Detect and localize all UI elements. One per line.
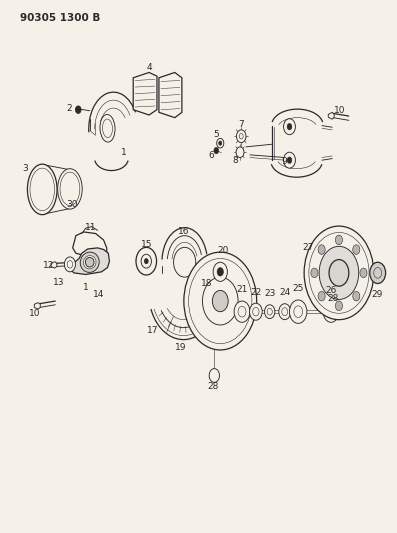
Ellipse shape	[85, 257, 94, 267]
Circle shape	[250, 303, 262, 320]
Text: 24: 24	[279, 288, 290, 297]
Circle shape	[212, 290, 228, 312]
Polygon shape	[70, 248, 110, 274]
Text: 10: 10	[29, 309, 40, 318]
Circle shape	[335, 235, 343, 245]
Polygon shape	[328, 112, 334, 119]
Circle shape	[264, 305, 275, 319]
Text: 11: 11	[85, 223, 96, 232]
Circle shape	[237, 130, 246, 143]
Text: 28: 28	[327, 294, 339, 303]
Circle shape	[360, 268, 367, 278]
Text: 19: 19	[175, 343, 187, 352]
Text: 27: 27	[303, 244, 314, 253]
Circle shape	[214, 148, 219, 154]
Text: 17: 17	[147, 326, 159, 335]
Circle shape	[217, 268, 224, 276]
Text: 4: 4	[146, 63, 152, 72]
Circle shape	[184, 252, 256, 350]
Circle shape	[173, 247, 196, 277]
Polygon shape	[51, 262, 57, 268]
Circle shape	[89, 256, 98, 269]
Circle shape	[234, 301, 250, 322]
Circle shape	[329, 260, 349, 286]
Text: 2: 2	[66, 103, 71, 112]
Circle shape	[279, 304, 291, 320]
Circle shape	[141, 254, 151, 268]
Text: 16: 16	[178, 228, 190, 237]
Polygon shape	[34, 303, 40, 309]
Text: 8: 8	[232, 156, 238, 165]
Circle shape	[189, 259, 252, 344]
Text: 14: 14	[93, 290, 104, 299]
Text: 9: 9	[282, 157, 287, 166]
Text: 1: 1	[83, 283, 89, 292]
Circle shape	[353, 292, 360, 301]
Text: 29: 29	[372, 290, 383, 299]
Text: 90305 1300 B: 90305 1300 B	[21, 13, 101, 23]
Circle shape	[319, 246, 359, 300]
Text: 30: 30	[66, 200, 78, 209]
Circle shape	[213, 262, 227, 281]
Circle shape	[335, 301, 343, 311]
Circle shape	[289, 300, 307, 324]
Circle shape	[283, 152, 295, 168]
Text: 20: 20	[217, 246, 229, 255]
Circle shape	[64, 257, 75, 272]
Text: 25: 25	[293, 284, 304, 293]
Text: 13: 13	[53, 278, 65, 287]
Circle shape	[219, 141, 222, 146]
Text: 1: 1	[120, 148, 126, 157]
Circle shape	[283, 119, 295, 135]
Circle shape	[304, 226, 374, 320]
Text: 18: 18	[200, 279, 212, 288]
Circle shape	[287, 157, 292, 164]
Circle shape	[144, 259, 148, 264]
Text: 23: 23	[264, 289, 276, 298]
Circle shape	[318, 292, 325, 301]
Text: 12: 12	[43, 261, 55, 270]
Circle shape	[318, 245, 325, 254]
Ellipse shape	[58, 168, 82, 209]
Text: 22: 22	[250, 287, 262, 296]
Text: 10: 10	[334, 106, 346, 115]
Ellipse shape	[83, 256, 96, 269]
Text: 28: 28	[208, 382, 219, 391]
Circle shape	[136, 247, 156, 275]
Text: 7: 7	[238, 119, 244, 128]
Text: 26: 26	[326, 286, 337, 295]
Text: 3: 3	[23, 164, 29, 173]
Ellipse shape	[27, 164, 57, 215]
Circle shape	[370, 262, 385, 284]
Text: 21: 21	[236, 285, 248, 294]
Ellipse shape	[80, 252, 99, 272]
Text: 15: 15	[141, 240, 152, 249]
Text: 5: 5	[214, 130, 219, 139]
Polygon shape	[159, 72, 182, 118]
Circle shape	[236, 147, 244, 158]
Polygon shape	[133, 72, 157, 115]
Circle shape	[311, 268, 318, 278]
Circle shape	[287, 124, 292, 130]
Circle shape	[202, 277, 238, 325]
Text: 6: 6	[209, 151, 214, 160]
Circle shape	[75, 106, 81, 114]
Circle shape	[209, 368, 220, 382]
Circle shape	[309, 232, 369, 313]
Ellipse shape	[100, 115, 115, 142]
Circle shape	[353, 245, 360, 254]
Polygon shape	[73, 232, 107, 268]
Circle shape	[323, 301, 339, 322]
